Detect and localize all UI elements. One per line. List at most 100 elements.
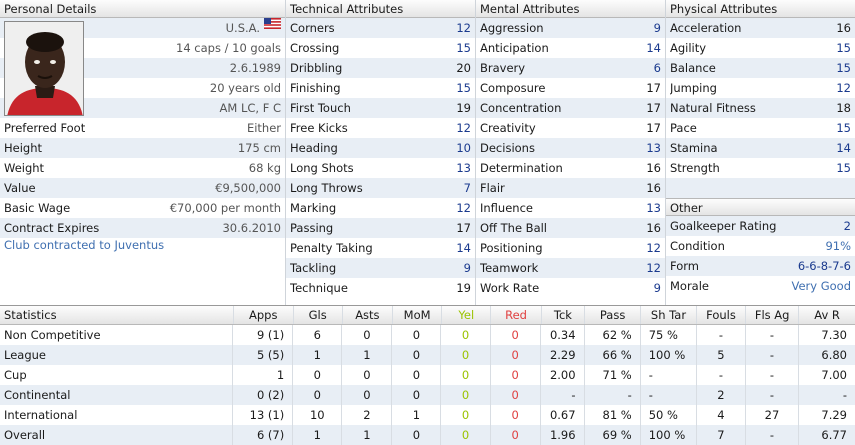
attribute-row: Balance 15 bbox=[666, 58, 855, 78]
table-cell: 2 bbox=[341, 405, 391, 425]
column-divider bbox=[665, 0, 666, 305]
attribute-row: Aggression 9 bbox=[476, 18, 665, 38]
table-cell: 0 bbox=[489, 385, 540, 405]
table-cell: 0 bbox=[440, 325, 489, 345]
table-row[interactable]: Cup 1 0 0 0 0 0 2.00 71 % - - -7.00 bbox=[0, 365, 855, 385]
column-header[interactable]: Sh Tar bbox=[640, 306, 696, 324]
table-cell: 0 bbox=[440, 345, 489, 365]
attribute-value: 20 bbox=[456, 61, 471, 75]
attribute-label: First Touch bbox=[290, 101, 351, 115]
attribute-value: 12 bbox=[836, 81, 851, 95]
personal-label: Value bbox=[4, 181, 36, 195]
attribute-value: 17 bbox=[646, 101, 661, 115]
table-cell: - bbox=[745, 365, 798, 385]
attribute-value: 9 bbox=[653, 21, 661, 35]
column-header[interactable]: Fls Ag bbox=[745, 306, 798, 324]
column-header[interactable]: Pass bbox=[584, 306, 640, 324]
table-cell: 0 bbox=[489, 365, 540, 385]
column-header[interactable]: MoM bbox=[391, 306, 441, 324]
personal-value: Either bbox=[246, 121, 281, 135]
table-cell: - bbox=[745, 345, 798, 365]
table-row[interactable]: League 5 (5) 1 1 0 0 0 2.29 66 % 100 % 5-6.80 bbox=[0, 345, 855, 365]
attribute-value: 16 bbox=[836, 21, 851, 35]
attribute-label: Positioning bbox=[480, 241, 543, 255]
column-header[interactable]: Asts bbox=[341, 306, 392, 324]
attribute-row: Acceleration 16 bbox=[666, 18, 855, 38]
table-row[interactable]: Non Competitive 9 (1) 6 0 0 0 0 0.34 62 % 75 % - -7… bbox=[0, 325, 855, 345]
personal-value: €70,000 per month bbox=[169, 201, 281, 215]
technical-attributes-panel: Technical Attributes Corners 12 Crossing 1… bbox=[286, 0, 475, 298]
table-cell: 6.77 bbox=[797, 425, 855, 445]
table-cell: - bbox=[745, 425, 798, 445]
table-row[interactable]: Continental 0 (2) 0 0 0 0 0- - -2- - bbox=[0, 385, 855, 405]
club-link-row: Club contracted to Juventus bbox=[0, 238, 285, 254]
table-cell: - bbox=[695, 365, 745, 385]
table-cell: 75 % bbox=[639, 325, 696, 345]
attribute-row: Decisions 13 bbox=[476, 138, 665, 158]
attribute-label: Bravery bbox=[480, 61, 526, 75]
table-cell: 0 bbox=[391, 365, 440, 385]
column-header[interactable]: Av R bbox=[798, 306, 855, 324]
attribute-row: Finishing 15 bbox=[286, 78, 475, 98]
other-row: Condition 91% bbox=[666, 236, 855, 256]
attribute-row: Off The Ball 16 bbox=[476, 218, 665, 238]
table-cell: - bbox=[745, 385, 798, 405]
attribute-value: 14 bbox=[836, 141, 851, 155]
attribute-value: 12 bbox=[646, 261, 661, 275]
attribute-row: Bravery 6 bbox=[476, 58, 665, 78]
attribute-row: Creativity 17 bbox=[476, 118, 665, 138]
table-cell: - bbox=[797, 385, 855, 405]
table-cell: 0 bbox=[292, 365, 341, 385]
table-cell: 100 % bbox=[639, 425, 696, 445]
table-cell: 0 bbox=[440, 365, 489, 385]
column-header[interactable]: Tck bbox=[540, 306, 585, 324]
column-header[interactable]: Gls bbox=[292, 306, 342, 324]
table-cell: 50 % bbox=[639, 405, 696, 425]
club-contract-link[interactable]: Club contracted to Juventus bbox=[4, 238, 165, 252]
attribute-label: Strength bbox=[670, 161, 720, 175]
attribute-value: 17 bbox=[646, 121, 661, 135]
attribute-row: Natural Fitness 18 bbox=[666, 98, 855, 118]
table-row[interactable]: International 13 (1) 10 2 1 0 0 0.67 81 % 50 % 4 27… bbox=[0, 405, 855, 425]
table-cell: 7.30 bbox=[797, 325, 855, 345]
column-header[interactable]: Yel bbox=[441, 306, 490, 324]
personal-value: €9,500,000 bbox=[215, 181, 281, 195]
attribute-row: Concentration 17 bbox=[476, 98, 665, 118]
attribute-row: Teamwork 12 bbox=[476, 258, 665, 278]
attribute-row: Technique 19 bbox=[286, 278, 475, 298]
attribute-label: Technique bbox=[290, 281, 348, 295]
personal-row: Preferred Foot Either bbox=[0, 118, 285, 138]
column-header[interactable]: Fouls bbox=[695, 306, 745, 324]
attribute-label: Decisions bbox=[480, 141, 535, 155]
table-cell: 0 bbox=[489, 405, 540, 425]
attribute-row: Stamina 14 bbox=[666, 138, 855, 158]
table-cell: League bbox=[4, 348, 46, 362]
attribute-label: Penalty Taking bbox=[290, 241, 373, 255]
attribute-row: Corners 12 bbox=[286, 18, 475, 38]
table-cell: - bbox=[639, 365, 696, 385]
attribute-label: Crossing bbox=[290, 41, 340, 55]
other-row: Morale Very Good bbox=[666, 276, 855, 296]
attribute-value: 15 bbox=[456, 41, 471, 55]
table-cell: 0 bbox=[341, 365, 391, 385]
column-header[interactable]: Apps bbox=[232, 306, 293, 324]
mental-attributes-panel: Mental Attributes Aggression 9 Anticipati… bbox=[476, 0, 665, 298]
table-cell: Overall bbox=[4, 428, 46, 442]
attribute-label: Balance bbox=[670, 61, 716, 75]
column-header[interactable]: Statistics bbox=[4, 308, 57, 322]
attribute-row: Penalty Taking 14 bbox=[286, 238, 475, 258]
table-cell: 0 bbox=[391, 385, 440, 405]
column-header[interactable]: Red bbox=[490, 306, 540, 324]
other-value: 6-6-8-7-6 bbox=[797, 259, 851, 273]
table-cell: - bbox=[639, 385, 696, 405]
attribute-label: Tackling bbox=[290, 261, 337, 275]
attribute-label: Concentration bbox=[480, 101, 562, 115]
table-cell: 2.00 bbox=[539, 365, 584, 385]
caps-value: 14 caps / 10 goals bbox=[176, 41, 281, 55]
table-row[interactable]: Overall 6 (7) 1 1 0 0 0 1.96 69 % 100 % 7-6.77 bbox=[0, 425, 855, 445]
attribute-value: 12 bbox=[456, 201, 471, 215]
attribute-value: 12 bbox=[456, 21, 471, 35]
statistics-body: Non Competitive 9 (1) 6 0 0 0 0 0.34 62 % 75 % - -7… bbox=[0, 325, 855, 445]
attribute-value: 18 bbox=[836, 101, 851, 115]
